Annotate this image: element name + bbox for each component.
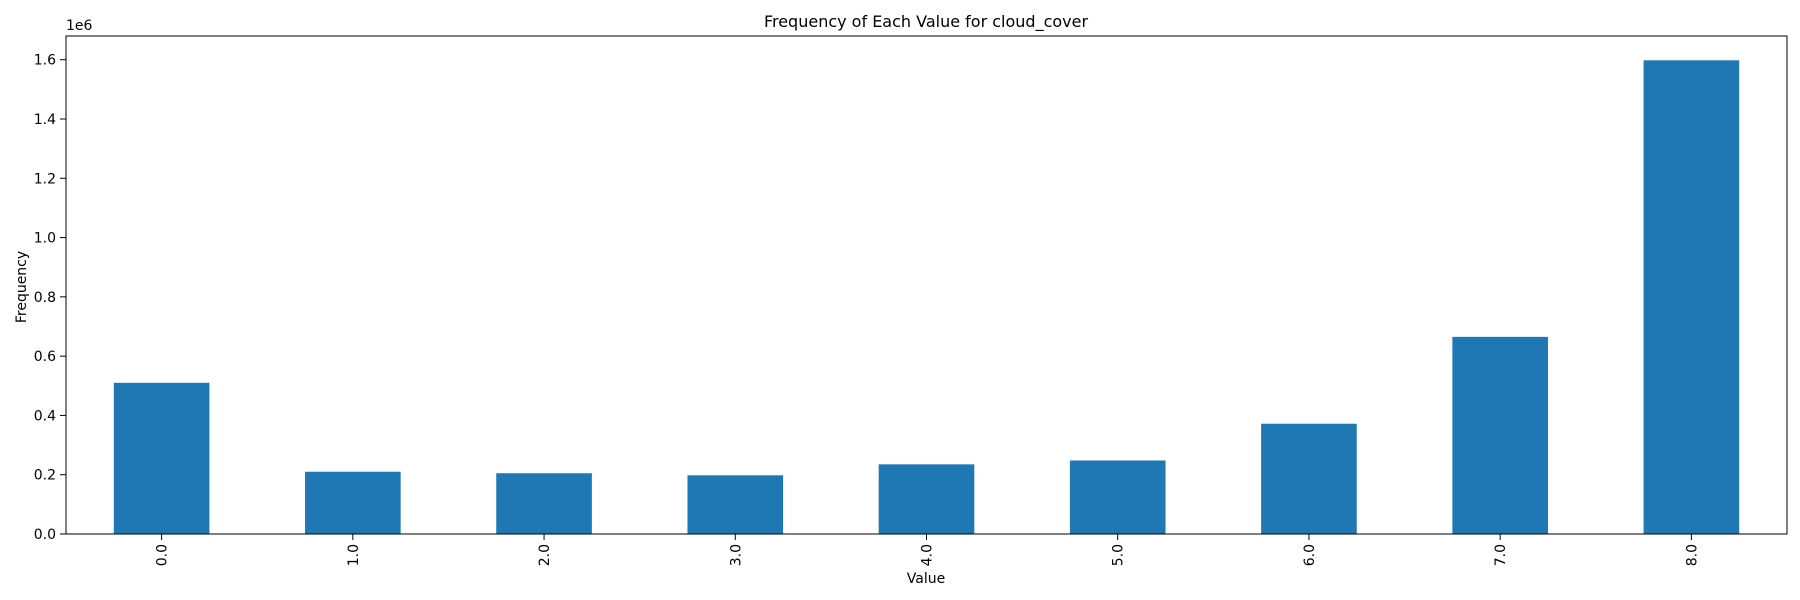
bar	[687, 475, 784, 534]
bar	[1452, 336, 1548, 534]
bar	[1643, 60, 1740, 535]
y-tick-label: 0.0	[34, 527, 56, 543]
x-tick-label: 2.0	[537, 544, 553, 566]
x-tick-label: 8.0	[1684, 544, 1700, 566]
x-axis-label: Value	[907, 571, 945, 587]
y-tick-label: 1.2	[34, 171, 56, 187]
bar	[1261, 423, 1357, 534]
y-tick-label: 0.6	[34, 349, 56, 365]
chart-title: Frequency of Each Value for cloud_cover	[764, 12, 1089, 32]
x-tick-label: 3.0	[728, 544, 744, 566]
x-tick-label: 4.0	[920, 544, 936, 566]
y-tick-label: 1.6	[34, 53, 56, 69]
bar	[113, 382, 210, 534]
bar	[878, 464, 975, 534]
y-tick-label: 0.4	[34, 408, 56, 424]
y-tick-label: 0.8	[34, 290, 56, 306]
bar	[1069, 460, 1166, 534]
plot-area: 0.0 0.2 0.4 0.6 0.8 1.0 1.2 1.4 1.6 0.0 1.0 2.0 3.0 4…	[34, 35, 1788, 566]
y-tick-label: 1.0	[34, 231, 56, 247]
y-tick-label: 0.2	[34, 468, 56, 484]
y-scale-multiplier: 1e6	[66, 18, 93, 34]
x-tick-label: 6.0	[1302, 544, 1318, 566]
y-tick-label: 1.4	[34, 112, 56, 128]
bar	[305, 471, 401, 534]
x-tick-label: 5.0	[1111, 544, 1127, 566]
y-axis-label: Frequency	[14, 251, 30, 323]
x-tick-label: 0.0	[155, 544, 171, 566]
x-tick-label: 7.0	[1493, 544, 1509, 566]
x-tick-label: 1.0	[346, 544, 362, 566]
bar	[496, 473, 592, 534]
